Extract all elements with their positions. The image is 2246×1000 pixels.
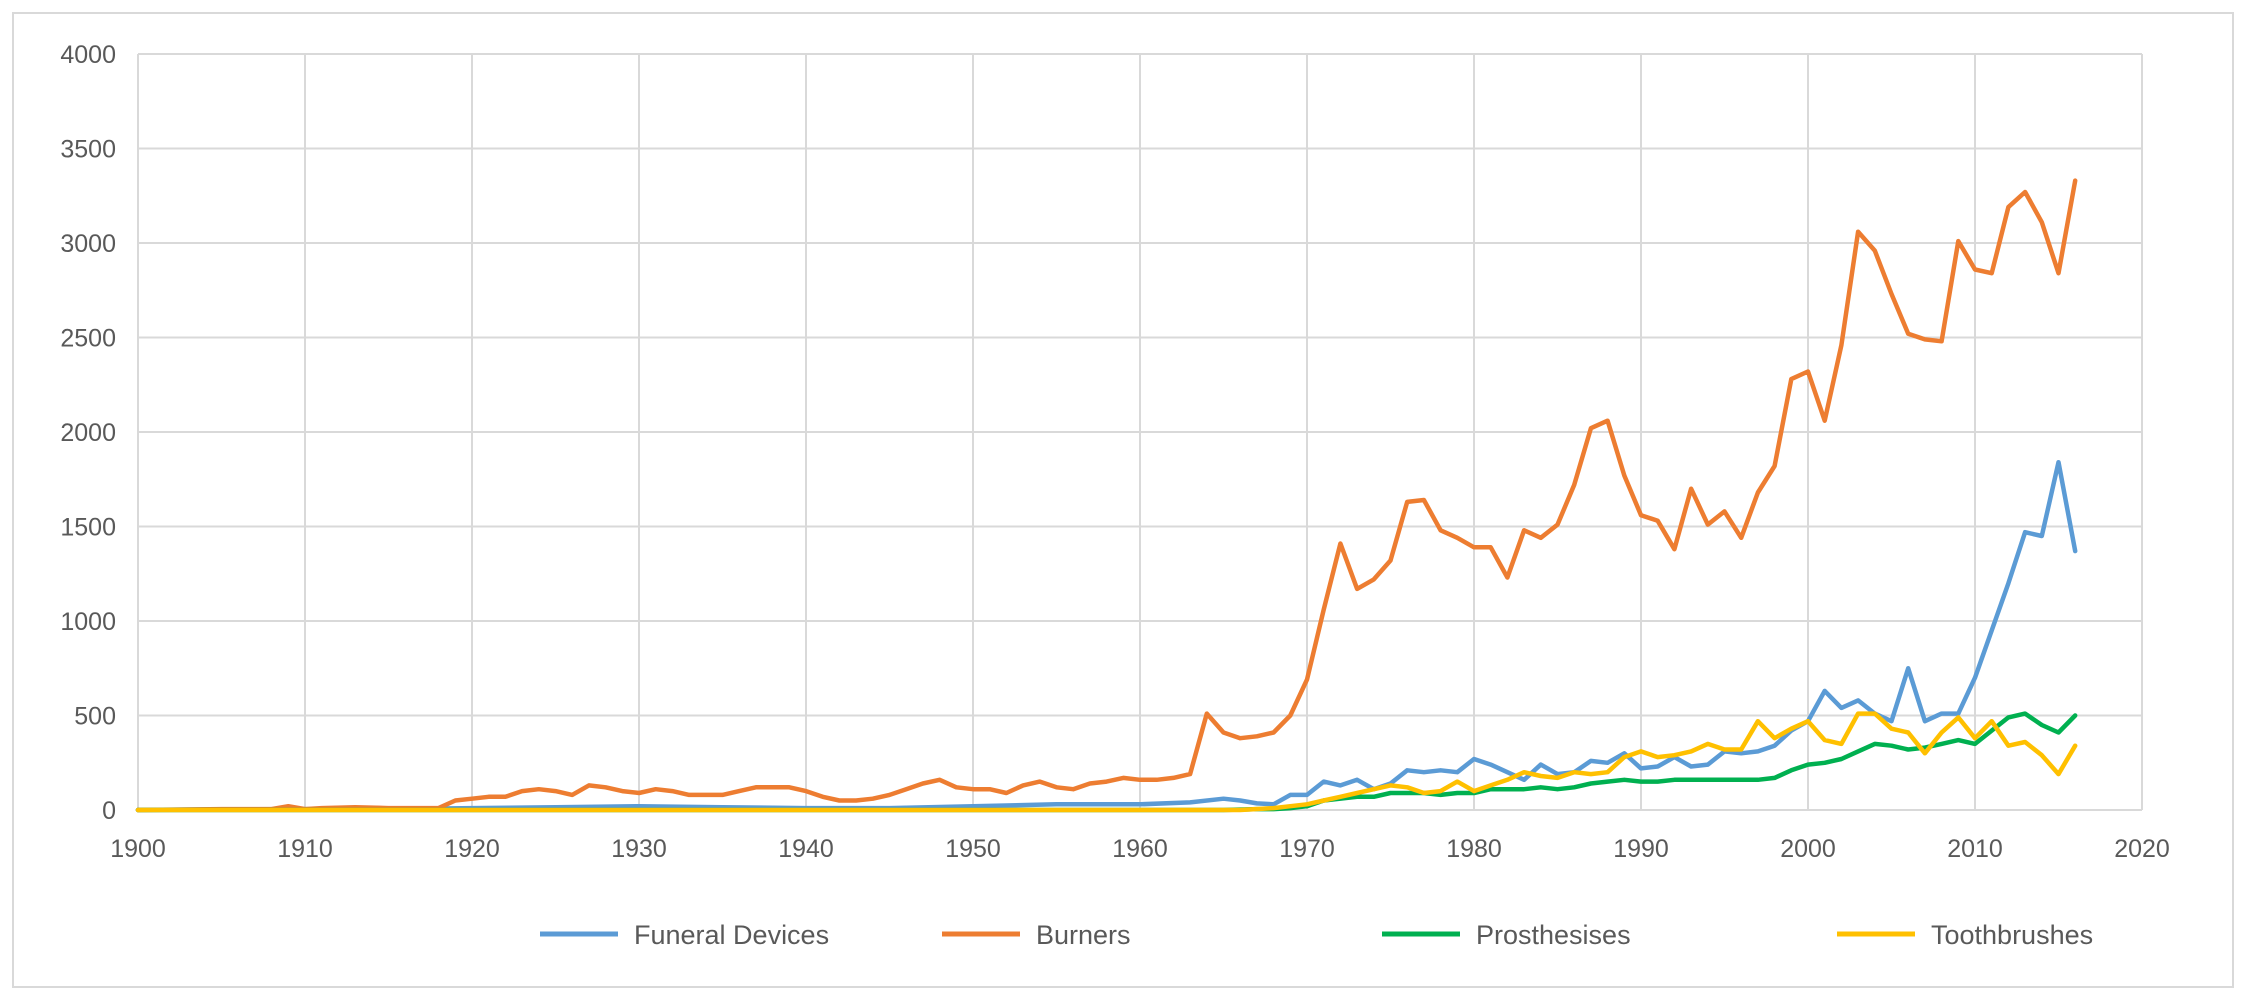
line-chart: 0 500 1000 1500 2000 2500 3000 3500 4000 1900 1910… [60,41,2170,950]
x-tick-label: 1920 [444,835,500,863]
legend-label-funeral-devices: Funeral Devices [634,920,829,950]
series-line-prosthesises [135,711,2078,813]
y-tick-label: 3500 [60,136,116,164]
series-line-burners [135,178,2078,813]
x-tick-label: 2000 [1780,835,1836,863]
series-line-funeral-devices [135,459,2078,813]
x-tick-label: 1930 [611,835,667,863]
y-tick-label: 4000 [60,41,116,69]
y-tick-label: 2000 [60,419,116,447]
x-tick-label: 1990 [1613,835,1669,863]
y-tick-label: 2500 [60,325,116,353]
y-tick-label: 500 [74,703,116,731]
x-tick-label: 2010 [1947,835,2003,863]
chart-frame: 0 500 1000 1500 2000 2500 3000 3500 4000 1900 1910… [12,12,2234,988]
series-line-toothbrushes [135,711,2078,813]
x-tick-label: 1950 [945,835,1001,863]
x-tick-label: 1960 [1112,835,1168,863]
x-tick-label: 2020 [2114,835,2170,863]
x-tick-label: 1900 [110,835,166,863]
y-tick-label: 1000 [60,608,116,636]
x-tick-label: 1940 [778,835,834,863]
legend-label-prosthesises: Prosthesises [1476,920,1631,950]
y-tick-label: 0 [102,797,116,825]
x-tick-label: 1910 [277,835,333,863]
y-tick-label: 1500 [60,514,116,542]
x-tick-label: 1980 [1446,835,1502,863]
y-tick-label: 3000 [60,230,116,258]
legend-label-toothbrushes: Toothbrushes [1931,920,2093,950]
legend-label-burners: Burners [1036,920,1131,950]
x-tick-label: 1970 [1279,835,1335,863]
